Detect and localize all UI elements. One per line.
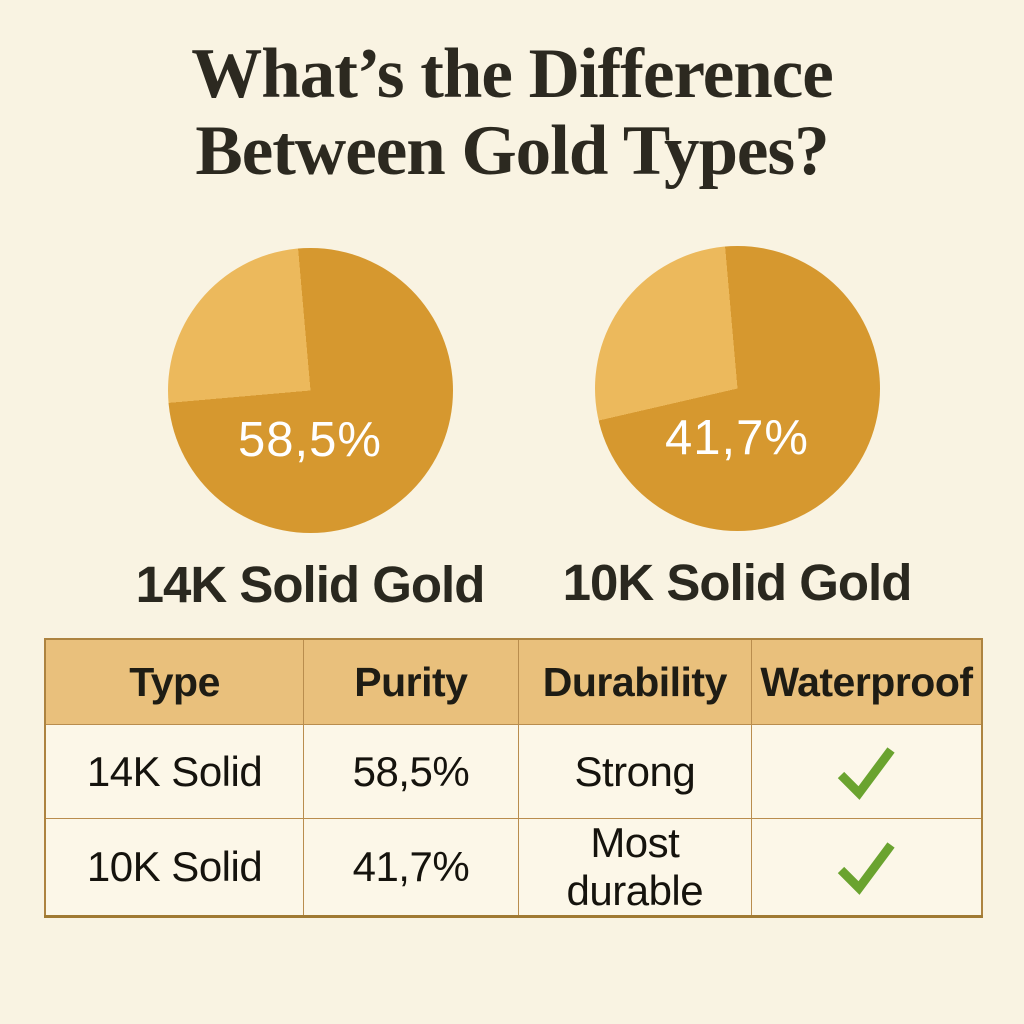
check-icon: [838, 746, 896, 800]
cell-purity-14k: 58,5%: [303, 724, 519, 819]
cell-waterproof-10k: [750, 818, 983, 917]
check-icon: [838, 842, 896, 895]
header-purity: Purity: [303, 638, 519, 725]
header-waterproof: Waterproof: [750, 638, 983, 725]
cell-durability-14k: Strong: [517, 724, 752, 819]
pie-chart-14k: 58,5%: [167, 248, 453, 533]
cell-purity-10k: 41,7%: [303, 818, 519, 917]
pie-figure-10k: 41,7% 10K Solid Gold: [527, 246, 947, 612]
table-row: 14K Solid 58,5% Strong: [44, 724, 983, 819]
cell-durability-10k: Most durable: [517, 818, 752, 917]
cell-type-14k: 14K Solid: [44, 724, 305, 819]
pie-chart-10k: 41,7%: [594, 246, 880, 531]
page-title: What’s the Difference Between Gold Types…: [0, 35, 1024, 191]
cell-waterproof-14k: [750, 724, 983, 819]
comparison-table: Type Purity Durability Waterproof 14K So…: [44, 638, 983, 918]
cell-type-10k: 10K Solid: [44, 818, 305, 917]
table-header-row: Type Purity Durability Waterproof: [44, 638, 983, 725]
page-title-line-1: What’s the Difference: [191, 35, 833, 113]
page-title-line-2: Between Gold Types?: [195, 112, 829, 191]
table-row: 10K Solid 41,7% Most durable: [44, 818, 983, 917]
header-durability: Durability: [517, 638, 752, 725]
pie-value-label-14k: 58,5%: [238, 413, 382, 467]
pie-figure-14k: 58,5% 14K Solid Gold: [100, 248, 520, 614]
pie-caption-10k: 10K Solid Gold: [562, 554, 913, 611]
pie-caption-14k: 14K Solid Gold: [135, 556, 486, 613]
header-type: Type: [44, 638, 305, 725]
pie-value-label-10k: 41,7%: [665, 411, 809, 465]
